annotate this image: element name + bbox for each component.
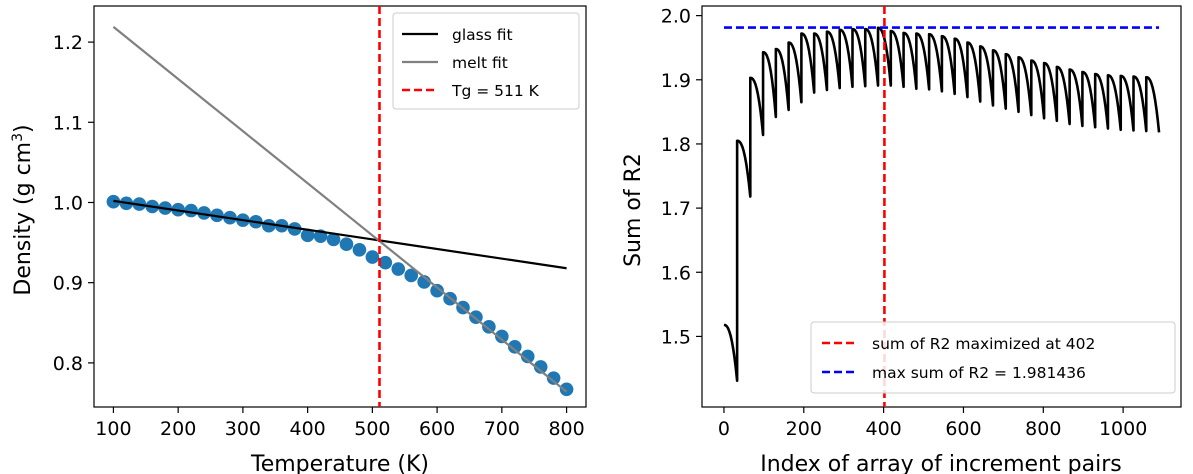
density-point: [507, 340, 522, 354]
right-x-tick-label: 600: [945, 418, 981, 440]
left-x-tick-label: 100: [95, 418, 131, 440]
legend-label-melt-fit: melt fit: [452, 54, 508, 72]
left-panel: 100 200 300 400 500 600 700 800 0.8 0.9 1.0 1.1 1.2…: [10, 5, 587, 474]
right-x-tick-label: 800: [1025, 418, 1061, 440]
right-x-axis-label: Index of array of increment pairs: [760, 452, 1121, 474]
left-y-tick-label: 1.1: [53, 112, 83, 134]
density-point: [378, 255, 393, 270]
right-x-tick-label: 200: [786, 418, 822, 440]
density-point: [326, 232, 341, 247]
legend-label-max-sum-r2: max sum of R2 = 1.981436: [872, 364, 1086, 382]
density-point: [482, 320, 496, 334]
density-point: [520, 349, 535, 364]
density-point: [533, 360, 548, 374]
left-y-tick-label: 1.0: [53, 192, 83, 214]
density-point: [352, 243, 367, 257]
right-y-tick-label: 1.6: [661, 262, 691, 284]
density-point: [559, 382, 574, 397]
left-x-tick-label: 600: [419, 418, 455, 440]
right-y-tick-label: 1.5: [661, 326, 691, 348]
sum-r2-series-line: [723, 26, 1161, 382]
right-x-tick-label: 0: [718, 418, 730, 440]
density-point: [495, 329, 509, 344]
left-x-tick-label: 700: [484, 418, 520, 440]
right-x-tick-label: 400: [865, 418, 901, 440]
right-y-tick-label: 1.8: [661, 134, 691, 156]
right-y-tick-label: 1.7: [661, 198, 691, 220]
density-point: [300, 228, 315, 243]
left-x-axis-label: Temperature (K): [250, 452, 429, 474]
glass-fit-line: [113, 199, 567, 270]
left-plot-frame: [93, 5, 587, 408]
right-x-tick-label: 1000: [1099, 418, 1147, 440]
left-y-tick-label: 1.2: [53, 32, 83, 54]
left-x-tick-label: 300: [225, 418, 261, 440]
density-point: [261, 218, 276, 233]
right-panel: 0 200 400 600 800 1000 1.5 1.6 1.7 1.8 1.9 2.0 Ind…: [621, 5, 1182, 474]
density-point: [339, 237, 354, 251]
left-y-axis-label: Density (g cm3): [10, 124, 36, 295]
legend-label-glass-fit: glass fit: [452, 26, 513, 44]
density-point: [184, 203, 198, 218]
right-y-tick-label: 1.9: [661, 70, 691, 92]
right-legend: sum of R2 maximized at 402 max sum of R2…: [810, 321, 1176, 394]
left-x-tick-label: 800: [548, 418, 584, 440]
density-point: [365, 250, 380, 264]
left-x-ticks: 100 200 300 400 500 600 700 800: [95, 407, 585, 440]
density-point: [546, 371, 561, 385]
left-legend: glass fit melt fit Tg = 511 K: [392, 12, 580, 110]
right-legend-box: [810, 321, 1176, 394]
right-y-axis-label: Sum of R2: [621, 153, 646, 267]
left-y-ticks: 0.8 0.9 1.0 1.1 1.2: [53, 32, 94, 375]
right-y-ticks: 1.5 1.6 1.7 1.8 1.9 2.0: [661, 6, 702, 348]
density-point: [197, 206, 211, 220]
right-y-tick-label: 2.0: [661, 6, 691, 28]
legend-label-tg: Tg = 511 K: [451, 82, 540, 100]
left-y-tick-label: 0.8: [53, 353, 83, 375]
right-plot-frame: [701, 5, 1182, 408]
left-x-tick-label: 500: [354, 418, 390, 440]
right-x-ticks: 0 200 400 600 800 1000: [718, 407, 1147, 440]
left-x-tick-label: 400: [289, 418, 325, 440]
density-point: [287, 222, 302, 236]
legend-label-r2-max-index: sum of R2 maximized at 402: [872, 335, 1095, 353]
density-point: [391, 262, 406, 276]
melt-fit-line: [112, 25, 568, 393]
density-point: [430, 283, 444, 298]
left-legend-box: [392, 12, 580, 110]
left-x-tick-label: 200: [160, 418, 196, 440]
left-y-tick-label: 0.9: [53, 273, 83, 295]
density-point: [404, 268, 419, 283]
